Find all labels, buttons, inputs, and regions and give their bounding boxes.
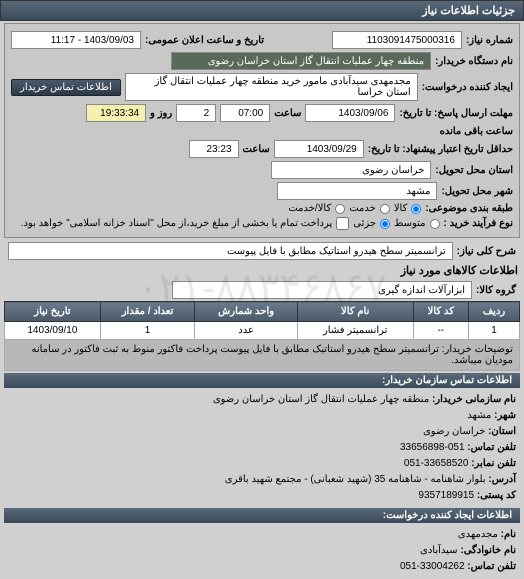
deadline-label: مهلت ارسال پاسخ: تا تاریخ: — [399, 108, 513, 119]
deadline-time: 07:00 — [220, 104, 270, 122]
subject-field: ترانسمیتر سطح هیدرو استاتیک مطابق با فای… — [8, 242, 453, 260]
org-label: نام سازمانی خریدار: — [432, 394, 516, 405]
c-addr-label: آدرس: — [488, 474, 516, 485]
radio-both[interactable] — [335, 204, 345, 214]
opt-khadamat: خدمت — [349, 203, 376, 214]
days-label: روز و — [150, 108, 172, 119]
creator-label: ایجاد کننده درخواست: — [422, 82, 513, 93]
c-post: 9357189915 — [418, 490, 474, 501]
group-kala-field: ابزارآلات اندازه گیری — [172, 281, 472, 299]
city-label: شهر محل تحویل: — [441, 186, 513, 197]
radio-kala[interactable] — [411, 204, 421, 214]
opt-partial: جزئی — [353, 218, 376, 229]
contact-button[interactable]: اطلاعات تماس خریدار — [11, 79, 121, 96]
cell-unit: عدد — [195, 322, 297, 340]
time-label-2: ساعت — [243, 144, 270, 155]
org-val: منطقه چهار عملیات انتقال گاز استان خراسا… — [213, 394, 429, 405]
announce-date: 1403/09/03 - 11:17 — [11, 31, 141, 49]
remain-label: ساعت باقی مانده — [440, 126, 513, 137]
cell-row: 1 — [469, 322, 520, 340]
province-field: خراسان رضوی — [271, 161, 431, 179]
subject-label: شرح کلی نیاز: — [457, 246, 516, 257]
main-header: جزئیات اطلاعات نیاز — [0, 0, 524, 21]
desc-label: توضیحات خریدار: — [442, 344, 513, 355]
cr-family-label: نام خانوادگی: — [460, 545, 516, 556]
group-kala-label: گروه کالا: — [476, 285, 516, 296]
radio-khadamat[interactable] — [380, 204, 390, 214]
info-panel: شماره نیاز: 1103091475000316 تاریخ و ساع… — [4, 23, 520, 238]
device-label: نام دستگاه خریدار: — [435, 56, 513, 67]
opt-both: کالا/خدمت — [288, 203, 331, 214]
cr-phone-label: تلفن تماس: — [467, 561, 516, 572]
group-label: طبقه بندی موضوعی: — [425, 203, 513, 214]
c-tel-label: تلفن تماس: — [467, 442, 516, 453]
device-name: منطقه چهار عملیات انتقال گاز استان خراسا… — [171, 52, 431, 70]
creator-header: اطلاعات ایجاد کننده درخواست: — [4, 508, 520, 523]
contact-header: اطلاعات تماس سازمان خریدار: — [4, 373, 520, 388]
request-no: 1103091475000316 — [332, 31, 462, 49]
buy-note: پرداخت تمام یا بخشی از مبلغ خرید،از محل … — [21, 218, 333, 229]
creator-block: نام: مجدمهدی نام خانوادگی: سیدآبادی تلفن… — [0, 523, 524, 579]
th-qty: تعداد / مقدار — [100, 302, 195, 322]
radio-avg[interactable] — [430, 219, 440, 229]
validity-label: حداقل تاریخ اعتبار پیشنهاد: تا تاریخ: — [368, 144, 513, 155]
cell-date: 1403/09/10 — [5, 322, 101, 340]
announce-label: تاریخ و ساعت اعلان عمومی: — [145, 35, 264, 46]
c-city: مشهد — [467, 410, 491, 421]
cell-code: -- — [413, 322, 468, 340]
creator-name: مجدمهدی سیدآبادی مامور خرید منطقه چهار ع… — [125, 73, 418, 101]
cell-name: ترانسمیتر فشار — [297, 322, 413, 340]
cr-name-label: نام: — [501, 529, 516, 540]
c-prov: خراسان رضوی — [423, 426, 485, 437]
c-addr: بلوار شاهنامه - شاهنامه 35 (شهید شعبانی)… — [225, 474, 486, 485]
time-remain: 19:33:34 — [86, 104, 146, 122]
c-fax: 33658520-051 — [404, 458, 469, 469]
validity-date: 1403/09/29 — [274, 140, 364, 158]
validity-time: 23:23 — [189, 140, 239, 158]
th-date: تاریخ نیاز — [5, 302, 101, 322]
cr-phone: 33004262-051 — [400, 561, 465, 572]
table-row: 1 -- ترانسمیتر فشار عدد 1 1403/09/10 — [5, 322, 520, 340]
th-row: ردیف — [469, 302, 520, 322]
request-no-label: شماره نیاز: — [466, 35, 513, 46]
c-fax-label: تلفن نمابر: — [471, 458, 516, 469]
checkbox-treasury[interactable] — [336, 217, 349, 230]
goods-section-title: اطلاعات کالاهای مورد نیاز — [6, 264, 518, 277]
goods-table: ردیف کد کالا نام کالا واحد شمارش تعداد /… — [4, 301, 520, 371]
th-unit: واحد شمارش — [195, 302, 297, 322]
province-label: استان محل تحویل: — [435, 165, 513, 176]
cr-family: سیدآبادی — [420, 545, 458, 556]
th-name: نام کالا — [297, 302, 413, 322]
city-field: مشهد — [277, 182, 437, 200]
opt-avg: متوسط — [394, 218, 425, 229]
days-remain: 2 — [176, 104, 216, 122]
radio-partial[interactable] — [380, 219, 390, 229]
c-prov-label: استان: — [488, 426, 516, 437]
c-tel: 051-33656898 — [400, 442, 465, 453]
contact-block: نام سازمانی خریدار: منطقه چهار عملیات ان… — [0, 388, 524, 508]
desc-row: توضیحات خریدار: ترانسمیتر سطح هیدرو استا… — [5, 340, 520, 371]
time-label-1: ساعت — [274, 108, 301, 119]
th-code: کد کالا — [413, 302, 468, 322]
opt-kala: کالا — [394, 203, 408, 214]
cell-qty: 1 — [100, 322, 195, 340]
buy-type-label: نوع فرآیند خرید : — [444, 218, 513, 229]
c-city-label: شهر: — [494, 410, 516, 421]
deadline-date: 1403/09/06 — [305, 104, 395, 122]
c-post-label: کد پستی: — [477, 490, 516, 501]
cr-name: مجدمهدی — [458, 529, 498, 540]
